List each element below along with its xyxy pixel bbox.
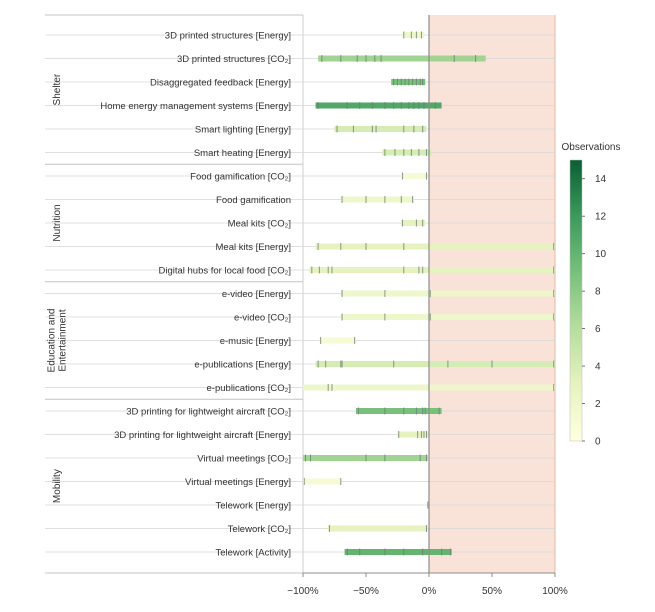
group-label: Education andEntertainment (47, 309, 69, 373)
range-bar-fill (334, 126, 427, 132)
range-bar-fill (427, 502, 429, 508)
row-label: Home energy management systems [Energy] (100, 101, 291, 112)
range-bar-fill (319, 337, 356, 344)
row-label: Telework [Activity] (216, 548, 292, 559)
row-gridlines (45, 34, 555, 553)
colorbar-tick-label: 0 (595, 437, 601, 448)
range-bar (391, 78, 426, 86)
row-label: e-publications [CO₂] (207, 383, 291, 394)
x-tick-label: 100% (542, 586, 568, 597)
colorbar-title: Observations (562, 142, 621, 153)
colorbar-tick-label: 4 (595, 362, 601, 373)
row-label: Food gamification (216, 195, 291, 206)
group-label: Nutrition (52, 204, 63, 241)
row-label: Virtual meetings [Energy] (185, 477, 291, 488)
range-bar (340, 290, 555, 297)
row-label: Virtual meetings [CO₂] (197, 454, 291, 465)
range-bar (382, 149, 432, 156)
range-bar-fill (318, 55, 486, 62)
colorbar-tick-label: 12 (595, 212, 607, 223)
range-bar (318, 55, 486, 62)
range-bar (397, 431, 429, 438)
x-tick-label: −100% (287, 586, 319, 597)
range-bar-fill (340, 314, 555, 320)
row-label: Digital hubs for local food [CO₂] (158, 266, 291, 277)
x-axis: −100% −50% 0% 50% 100% (287, 15, 568, 597)
range-bar-fill (340, 196, 414, 203)
row-label: Disaggregated feedback [Energy] (150, 78, 291, 89)
range-bar-fill (315, 243, 555, 250)
range-bar (303, 454, 428, 462)
range-bar-fill (397, 431, 429, 438)
colorbar-tick-label: 2 (595, 399, 601, 410)
group-labels: Shelter Nutrition Education andEntertainme… (45, 14, 303, 574)
range-bar-fill (315, 361, 555, 367)
row-label: e-publications [Energy] (194, 360, 291, 371)
row-label: 3D printed structures [Energy] (165, 31, 291, 42)
row-labels: 3D printed structures [Energy] 3D printed… (100, 31, 291, 559)
range-bar-fill (402, 32, 424, 38)
range-bar-fill (401, 173, 428, 179)
range-bar (315, 102, 442, 109)
row-label: e-music [Energy] (220, 336, 291, 347)
range-bar-fill (355, 408, 442, 414)
x-tick-label: 0% (422, 586, 437, 597)
range-bar (315, 360, 555, 368)
row-label: Meal kits [CO₂] (228, 219, 291, 230)
range-bar (334, 125, 427, 133)
range-bar-fill (315, 102, 442, 109)
range-bar (309, 266, 555, 274)
row-label: Telework [Energy] (215, 501, 291, 512)
range-bar (328, 525, 428, 532)
group-label: Mobility (52, 469, 63, 503)
colorbar-tick-label: 10 (595, 249, 607, 260)
row-label: Meal kits [Energy] (216, 242, 292, 253)
range-bar-fill (303, 478, 341, 485)
row-label: Smart lighting [Energy] (195, 125, 291, 136)
range-bar (402, 31, 424, 39)
row-label: 3D printing for lightweight aircraft [CO… (126, 407, 291, 418)
colorbar-tick-label: 14 (595, 174, 607, 185)
row-label: e-video [Energy] (222, 289, 291, 300)
range-bar (319, 337, 356, 344)
range-bar-fill (344, 549, 452, 555)
colorbar-tick-label: 6 (595, 324, 601, 335)
range-bar (401, 172, 428, 180)
colorbar: Observations 0 2 4 6 8 10 12 14 (562, 142, 621, 448)
range-bar (355, 407, 442, 415)
row-label: e-video [CO₂] (234, 313, 291, 324)
row-label: Telework [CO₂] (228, 524, 291, 535)
range-bar (401, 219, 426, 227)
range-bar-fill (303, 455, 428, 461)
range-bar-fill (309, 267, 555, 273)
group-label: Shelter (52, 73, 63, 105)
x-tick-label: −50% (353, 586, 379, 597)
range-bar (427, 501, 429, 509)
range-bar (315, 243, 555, 250)
row-label: Food gamification [CO₂] (190, 172, 291, 183)
range-bar-fill (391, 79, 426, 85)
x-tick-label: 50% (482, 586, 502, 597)
row-label: Smart heating [Energy] (194, 148, 291, 159)
range-bar-fill (401, 220, 426, 226)
row-label: 3D printed structures [CO₂] (177, 54, 291, 65)
range-bar-fill (328, 525, 428, 532)
colorbar-gradient (569, 159, 583, 442)
range-bar-fill (340, 290, 555, 297)
row-label: 3D printing for lightweight aircraft [En… (114, 430, 291, 441)
range-bar (344, 548, 452, 556)
range-bar (340, 196, 414, 203)
colorbar-tick-label: 8 (595, 287, 601, 298)
range-bar-fill (382, 149, 432, 156)
range-bar (340, 313, 555, 321)
range-bar (303, 478, 342, 485)
